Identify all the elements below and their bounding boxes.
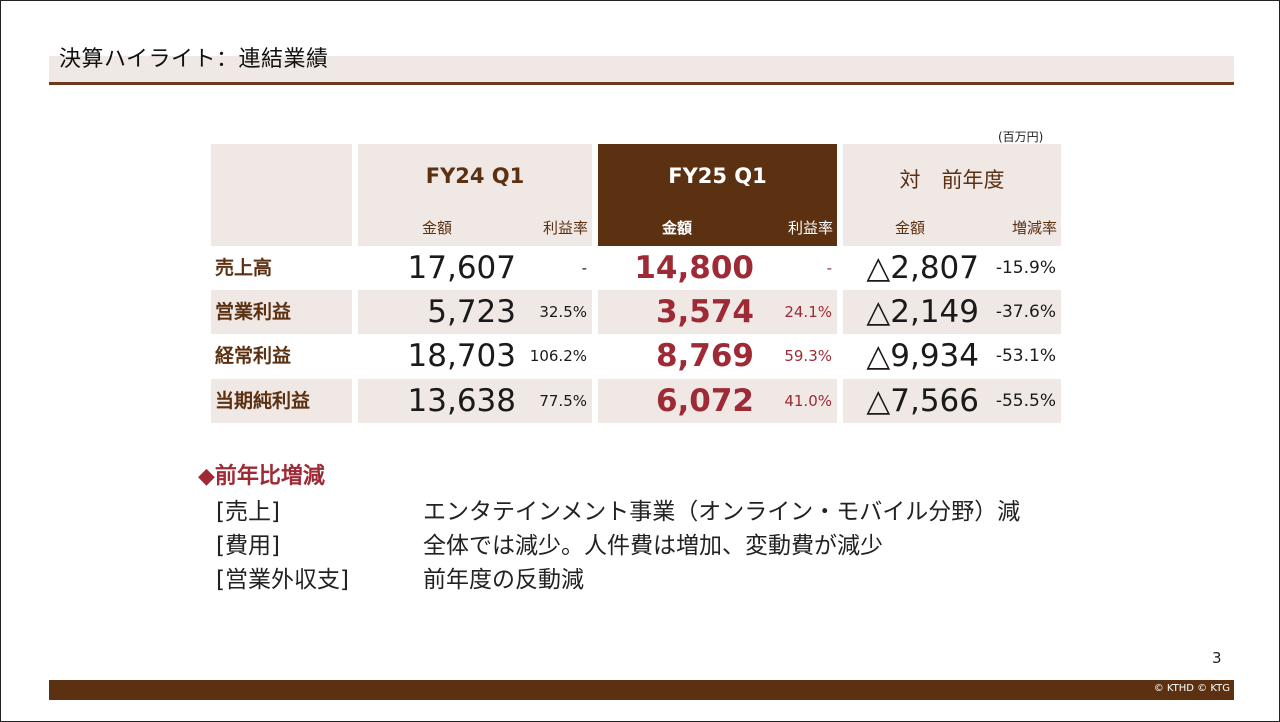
row-bg-operating-fy25	[598, 290, 837, 334]
note-text-sales: エンタテインメント事業（オンライン・モバイル分野）減	[423, 499, 1021, 525]
fy25-net-amount: 6,072	[655, 383, 754, 419]
row-bg-net-label	[211, 379, 352, 423]
yoy-net-rate: -55.5%	[995, 391, 1056, 411]
header-fy24-rate: 利益率	[542, 219, 588, 237]
row-label-sales: 売上高	[215, 257, 273, 279]
title-band	[49, 56, 1234, 82]
header-fy24: FY24 Q1 金額 利益率	[358, 144, 592, 246]
yoy-net-amount: △7,566	[866, 383, 979, 419]
fy24-operating-amount: 5,723	[427, 294, 516, 330]
header-corner-cell	[211, 144, 352, 246]
row-bg-operating-label	[211, 290, 352, 334]
fy25-sales-amount: 14,800	[634, 250, 754, 286]
header-fy25: FY25 Q1 金額 利益率	[598, 144, 837, 246]
yoy-operating-amount: △2,149	[866, 294, 979, 330]
note-label-costs: [費用]	[216, 533, 280, 559]
header-yoy-amount: 金額	[895, 219, 926, 237]
fy25-operating-amount: 3,574	[655, 294, 754, 330]
yoy-sales-amount: △2,807	[866, 250, 979, 286]
note-label-sales: [売上]	[216, 499, 280, 525]
fy24-ordinary-amount: 18,703	[407, 338, 516, 374]
fy24-sales-rate: -	[581, 259, 587, 277]
yoy-ordinary-amount: △9,934	[866, 338, 979, 374]
fy25-ordinary-amount: 8,769	[655, 338, 754, 374]
notes-heading: ◆前年比増減	[198, 464, 325, 489]
row-bg-operating-fy24	[358, 290, 592, 334]
note-text-non-operating: 前年度の反動減	[423, 567, 584, 593]
header-yoy: 対 前年度 金額 増減率	[843, 144, 1061, 246]
page-number: 3	[1212, 649, 1222, 667]
header-fy24-amount: 金額	[422, 219, 453, 237]
row-bg-net-fy24	[358, 379, 592, 423]
fy25-ordinary-rate: 59.3%	[784, 347, 832, 365]
row-bg-net-yoy	[843, 379, 1061, 423]
row-label-ordinary-income: 経常利益	[215, 345, 292, 367]
note-text-costs: 全体では減少。人件費は増加、変動費が減少	[423, 533, 883, 559]
yoy-operating-rate: -37.6%	[995, 302, 1056, 322]
unit-label: (百万円)	[998, 130, 1044, 144]
header-fy25-title: FY25 Q1	[668, 164, 767, 188]
yoy-ordinary-rate: -53.1%	[995, 346, 1056, 366]
fy25-operating-rate: 24.1%	[784, 303, 832, 321]
row-label-net-income: 当期純利益	[215, 390, 311, 412]
header-yoy-title: 対 前年度	[899, 168, 1005, 192]
footer-band: © KTHD © KTG	[49, 680, 1234, 700]
header-fy25-amount: 金額	[662, 219, 693, 237]
fy24-operating-rate: 32.5%	[539, 303, 587, 321]
header-yoy-rate: 増減率	[1011, 219, 1057, 237]
row-bg-net-fy25	[598, 379, 837, 423]
fy25-sales-rate: -	[826, 259, 832, 277]
note-label-non-operating: [営業外収支]	[216, 567, 349, 593]
header-fy25-rate: 利益率	[787, 219, 833, 237]
title-underline	[49, 82, 1234, 85]
header-fy24-title: FY24 Q1	[425, 164, 525, 188]
fy24-net-rate: 77.5%	[539, 392, 587, 410]
fy24-net-amount: 13,638	[407, 383, 516, 419]
row-bg-operating-yoy	[843, 290, 1061, 334]
fy25-net-rate: 41.0%	[784, 392, 832, 410]
page-title: 決算ハイライト：連結業績	[59, 47, 329, 72]
row-label-operating-income: 営業利益	[215, 301, 292, 323]
fy24-sales-amount: 17,607	[407, 250, 516, 286]
fy24-ordinary-rate: 106.2%	[529, 347, 587, 365]
copyright-text: © KTHD © KTG	[1153, 683, 1230, 694]
yoy-sales-rate: -15.9%	[995, 258, 1056, 278]
